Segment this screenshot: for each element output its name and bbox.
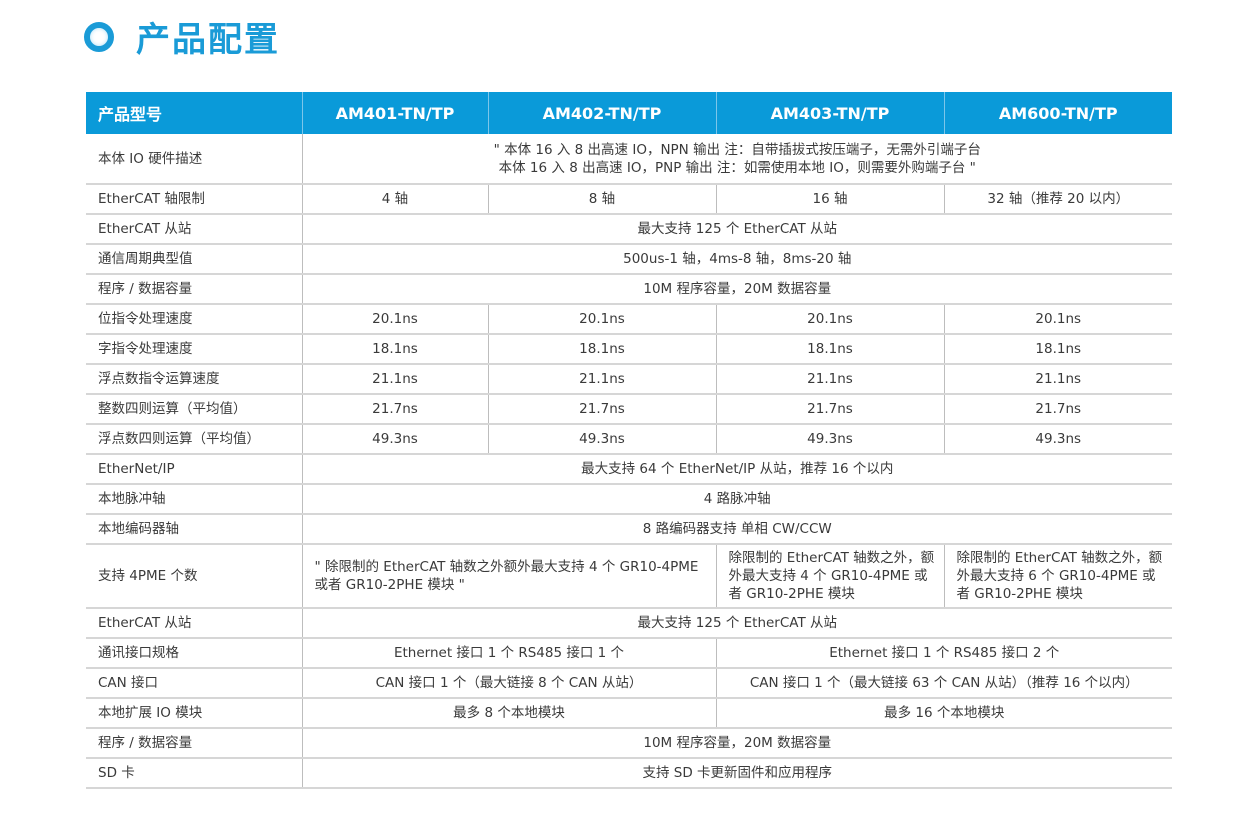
row-label: 字指令处理速度 [86,334,303,365]
circle-icon [84,21,114,52]
cell: Ethernet 接口 1 个 RS485 接口 1 个 [302,638,717,669]
cell: 20.1ns [716,304,945,335]
table-row: 浮点数四则运算（平均值） 49.3ns 49.3ns 49.3ns 49.3ns [86,424,1172,455]
row-label: 通讯接口规格 [86,638,303,669]
row-label: EtherCAT 从站 [86,214,303,245]
row-label: SD 卡 [86,758,303,789]
table-row: SD 卡支持 SD 卡更新固件和应用程序 [86,758,1172,789]
header-cell: AM401-TN/TP [302,92,489,134]
row-label: 位指令处理速度 [86,304,303,335]
table-row: 本地扩展 IO 模块 最多 8 个本地模块 最多 16 个本地模块 [86,698,1172,729]
cell: 18.1ns [944,334,1172,365]
cell: 最多 8 个本地模块 [302,698,717,729]
row-label: 本地扩展 IO 模块 [86,698,303,729]
row-label: EtherCAT 轴限制 [86,184,303,215]
table-row: 本体 IO 硬件描述 " 本体 16 入 8 出高速 IO，NPN 输出 注：自… [86,134,1172,185]
table-row: 字指令处理速度 18.1ns 18.1ns 18.1ns 18.1ns [86,334,1172,365]
page-title: 产品配置 [136,20,280,60]
cell: 20.1ns [302,304,489,335]
table-row: 本地编码器轴 8 路编码器支持 单相 CW/CCW [86,514,1172,545]
cell-line: 本体 16 入 8 出高速 IO，PNP 输出 注：如需使用本地 IO，则需要外… [498,159,976,176]
cell: 21.7ns [302,394,489,425]
cell: 49.3ns [716,424,945,455]
cell: 500us-1 轴，4ms-8 轴，8ms-20 轴 [302,244,1172,275]
cell: 21.7ns [488,394,717,425]
product-config-table: 产品型号 AM401-TN/TP AM402-TN/TP AM403-TN/TP… [86,92,1172,789]
cell: 除限制的 EtherCAT 轴数之外，额外最大支持 4 个 GR10-4PME … [716,544,945,609]
table-row: EtherNet/IP 最大支持 64 个 EtherNet/IP 从站，推荐 1… [86,454,1172,485]
cell: 最多 16 个本地模块 [716,698,1172,729]
cell: 10M 程序容量，20M 数据容量 [302,728,1172,759]
table-row: EtherCAT 从站 最大支持 125 个 EtherCAT 从站 [86,214,1172,245]
cell: 49.3ns [302,424,489,455]
table-row: 程序 / 数据容量 10M 程序容量，20M 数据容量 [86,274,1172,305]
row-label: 程序 / 数据容量 [86,274,303,305]
cell: 21.1ns [944,364,1172,395]
row-label: 程序 / 数据容量 [86,728,303,759]
cell: 8 路编码器支持 单相 CW/CCW [302,514,1172,545]
cell: 21.1ns [302,364,489,395]
cell: 20.1ns [488,304,717,335]
row-label: 本体 IO 硬件描述 [86,134,303,185]
row-label: 本地脉冲轴 [86,484,303,515]
table-row: 支持 4PME 个数 " 除限制的 EtherCAT 轴数之外额外最大支持 4 … [86,544,1172,609]
cell: 21.1ns [488,364,717,395]
cell: 除限制的 EtherCAT 轴数之外，额外最大支持 6 个 GR10-4PME … [944,544,1172,609]
table-row: EtherCAT 轴限制 4 轴 8 轴 16 轴 32 轴（推荐 20 以内） [86,184,1172,215]
cell: CAN 接口 1 个（最大链接 8 个 CAN 从站） [302,668,717,699]
table-row: 本地脉冲轴 4 路脉冲轴 [86,484,1172,515]
table-header: 产品型号 AM401-TN/TP AM402-TN/TP AM403-TN/TP… [86,92,1172,134]
table-row: 整数四则运算（平均值） 21.7ns 21.7ns 21.7ns 21.7ns [86,394,1172,425]
cell: CAN 接口 1 个（最大链接 63 个 CAN 从站）（推荐 16 个以内） [716,668,1172,699]
table-row: 程序 / 数据容量 10M 程序容量，20M 数据容量 [86,728,1172,759]
cell: 最大支持 125 个 EtherCAT 从站 [302,608,1172,639]
cell: Ethernet 接口 1 个 RS485 接口 2 个 [716,638,1172,669]
row-label: 通信周期典型值 [86,244,303,275]
row-label: 浮点数指令运算速度 [86,364,303,395]
table-row: 浮点数指令运算速度 21.1ns 21.1ns 21.1ns 21.1ns [86,364,1172,395]
cell: 21.1ns [716,364,945,395]
header-cell: AM402-TN/TP [488,92,717,134]
cell: 18.1ns [488,334,717,365]
cell: 21.7ns [716,394,945,425]
cell: 支持 SD 卡更新固件和应用程序 [302,758,1172,789]
cell-line: " 本体 16 入 8 出高速 IO，NPN 输出 注：自带插拔式按压端子，无需… [493,141,981,158]
cell: 4 轴 [302,184,489,215]
cell: 4 路脉冲轴 [302,484,1172,515]
cell: 8 轴 [488,184,717,215]
table-row: 通信周期典型值 500us-1 轴，4ms-8 轴，8ms-20 轴 [86,244,1172,275]
table-row: 位指令处理速度 20.1ns 20.1ns 20.1ns 20.1ns [86,304,1172,335]
cell: " 本体 16 入 8 出高速 IO，NPN 输出 注：自带插拔式按压端子，无需… [302,134,1172,185]
row-label: 整数四则运算（平均值） [86,394,303,425]
row-label: 浮点数四则运算（平均值） [86,424,303,455]
cell: 20.1ns [944,304,1172,335]
cell: 18.1ns [302,334,489,365]
header-cell: AM600-TN/TP [944,92,1172,134]
row-label: EtherCAT 从站 [86,608,303,639]
header-cell: 产品型号 [86,92,303,134]
cell: 10M 程序容量，20M 数据容量 [302,274,1172,305]
cell: 最大支持 125 个 EtherCAT 从站 [302,214,1172,245]
table-row: EtherCAT 从站 最大支持 125 个 EtherCAT 从站 [86,608,1172,639]
cell: 最大支持 64 个 EtherNet/IP 从站，推荐 16 个以内 [302,454,1172,485]
cell: 49.3ns [488,424,717,455]
header-cell: AM403-TN/TP [716,92,945,134]
row-label: 支持 4PME 个数 [86,544,303,609]
cell: 32 轴（推荐 20 以内） [944,184,1172,215]
row-label: 本地编码器轴 [86,514,303,545]
row-label: CAN 接口 [86,668,303,699]
cell: " 除限制的 EtherCAT 轴数之外额外最大支持 4 个 GR10-4PME… [302,544,717,609]
cell: 49.3ns [944,424,1172,455]
cell: 16 轴 [716,184,945,215]
cell: 18.1ns [716,334,945,365]
table-row: CAN 接口 CAN 接口 1 个（最大链接 8 个 CAN 从站） CAN 接口 … [86,668,1172,699]
table-row: 通讯接口规格 Ethernet 接口 1 个 RS485 接口 1 个 Ethern… [86,638,1172,669]
row-label: EtherNet/IP [86,454,303,485]
cell: 21.7ns [944,394,1172,425]
page-heading: 产品配置 [84,12,280,61]
